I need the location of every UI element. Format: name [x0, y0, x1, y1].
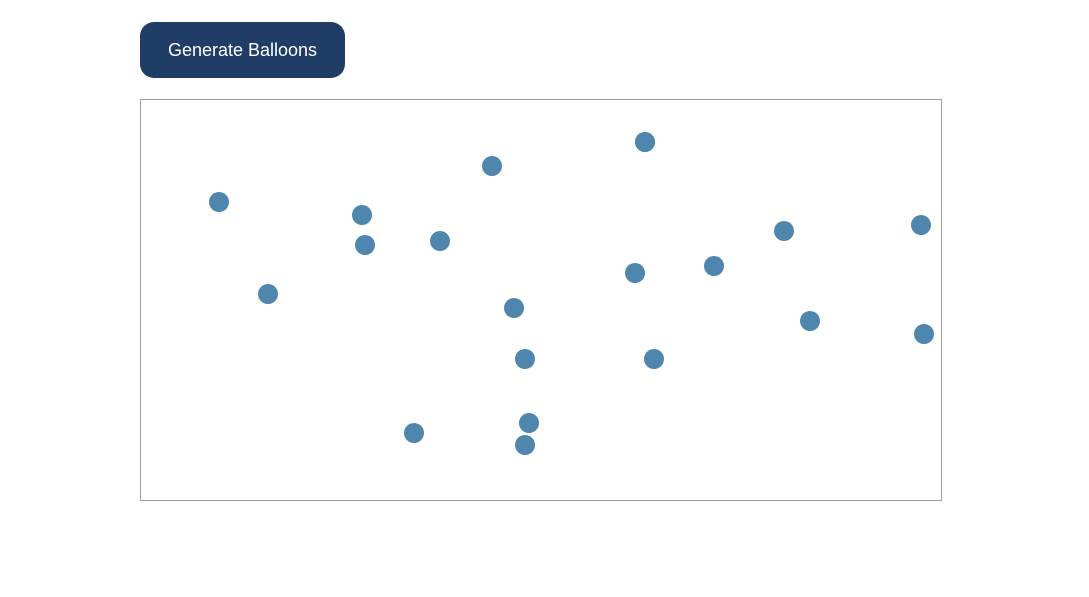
- balloon: [352, 205, 372, 225]
- balloon: [800, 311, 820, 331]
- balloon: [774, 221, 794, 241]
- balloon: [209, 192, 229, 212]
- generate-balloons-button[interactable]: Generate Balloons: [140, 22, 345, 78]
- balloon: [404, 423, 424, 443]
- balloon: [504, 298, 524, 318]
- balloon: [515, 435, 535, 455]
- balloon: [635, 132, 655, 152]
- balloon: [625, 263, 645, 283]
- balloon: [704, 256, 724, 276]
- balloon: [430, 231, 450, 251]
- balloon: [644, 349, 664, 369]
- balloon: [911, 215, 931, 235]
- balloon: [258, 284, 278, 304]
- balloon: [515, 349, 535, 369]
- balloon: [914, 324, 934, 344]
- balloon: [355, 235, 375, 255]
- balloon: [482, 156, 502, 176]
- balloon: [519, 413, 539, 433]
- balloon-canvas: [140, 99, 942, 501]
- balloon-field: [209, 132, 934, 455]
